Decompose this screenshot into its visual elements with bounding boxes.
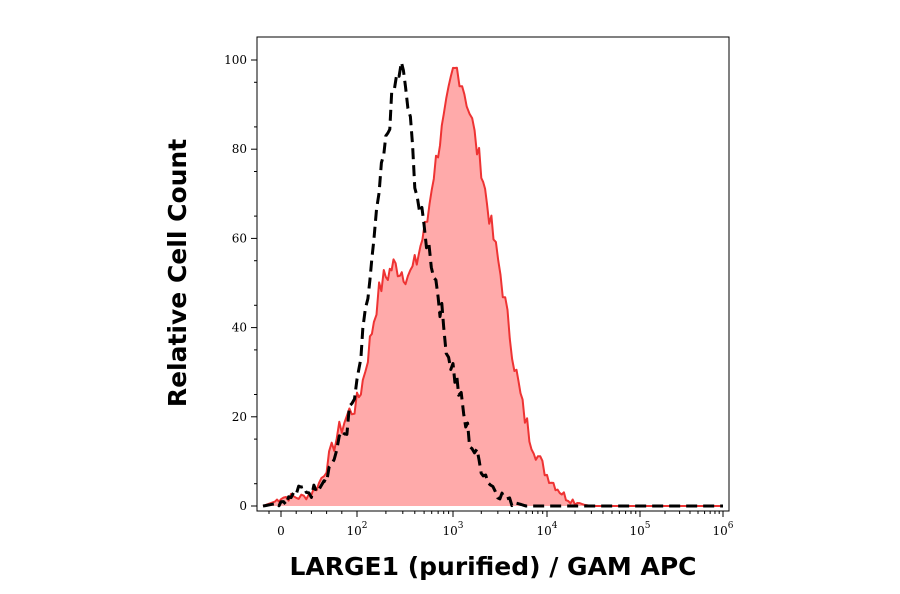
y-tick-label: 0 bbox=[239, 499, 247, 513]
y-axis-title: Relative Cell Count bbox=[163, 139, 192, 407]
plot-frame bbox=[256, 36, 730, 512]
x-axis: 0 102 103 104 105 106 bbox=[268, 511, 734, 538]
x-tick-label: 0 bbox=[277, 524, 285, 538]
x-tick-label: 103 bbox=[442, 521, 463, 538]
y-tick-label: 60 bbox=[232, 231, 247, 245]
x-tick-label: 102 bbox=[346, 521, 367, 538]
y-tick-label: 80 bbox=[232, 142, 247, 156]
x-tick-label: 105 bbox=[629, 521, 650, 538]
y-axis: 0 20 40 60 80 100 bbox=[224, 53, 257, 513]
histogram-dashed-black bbox=[262, 60, 723, 508]
y-tick-label: 40 bbox=[232, 321, 247, 335]
x-tick-label: 104 bbox=[536, 521, 557, 538]
y-tick-label: 20 bbox=[232, 410, 247, 424]
histogram-fill-red bbox=[263, 67, 723, 506]
x-axis-title: LARGE1 (purified) / GAM APC bbox=[289, 552, 696, 581]
y-tick-label: 100 bbox=[224, 53, 247, 67]
x-tick-label: 106 bbox=[712, 521, 733, 538]
